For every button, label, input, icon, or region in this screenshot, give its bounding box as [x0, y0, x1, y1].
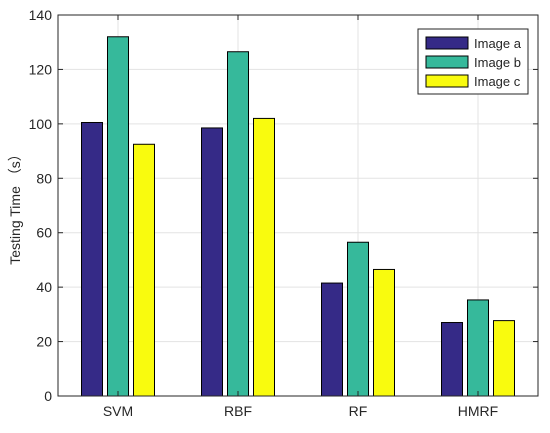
legend: Image a Image b Image c	[417, 28, 529, 95]
x-tick-label: RF	[349, 403, 368, 419]
y-tick-label: 120	[29, 61, 53, 77]
legend-swatch	[425, 74, 469, 88]
x-tick-label: SVM	[103, 403, 133, 419]
bars-layer	[81, 36, 515, 397]
x-tick-label: RBF	[224, 403, 252, 419]
legend-label: Image b	[474, 55, 521, 70]
bar	[133, 143, 155, 397]
bar	[227, 51, 249, 397]
y-tick-label: 40	[36, 279, 52, 295]
bar	[107, 36, 129, 397]
y-tick-label: 140	[29, 7, 53, 23]
legend-label: Image c	[474, 74, 521, 89]
y-tick-label: 100	[29, 116, 53, 132]
y-tick-label: 20	[36, 334, 52, 350]
bar	[441, 322, 463, 397]
bar	[201, 127, 223, 397]
bar	[321, 282, 343, 397]
bar	[347, 241, 369, 397]
legend-swatch	[425, 36, 469, 50]
bar	[493, 320, 515, 397]
x-tick-label: HMRF	[458, 403, 498, 419]
y-tick-label: 60	[36, 225, 52, 241]
bar	[253, 117, 275, 397]
bar	[373, 268, 395, 397]
bar	[81, 121, 103, 397]
bar	[467, 299, 489, 397]
y-tick-label: 0	[44, 388, 52, 404]
legend-label: Image a	[474, 36, 522, 51]
legend-swatch	[425, 55, 469, 69]
y-axis-label: Testing Time （s）	[7, 147, 23, 264]
y-tick-label: 80	[36, 170, 52, 186]
axes-layer: 0 20 40 60 80 100 120 140 SVM RBF RF HMRF	[29, 7, 539, 419]
axes-box	[57, 14, 539, 397]
